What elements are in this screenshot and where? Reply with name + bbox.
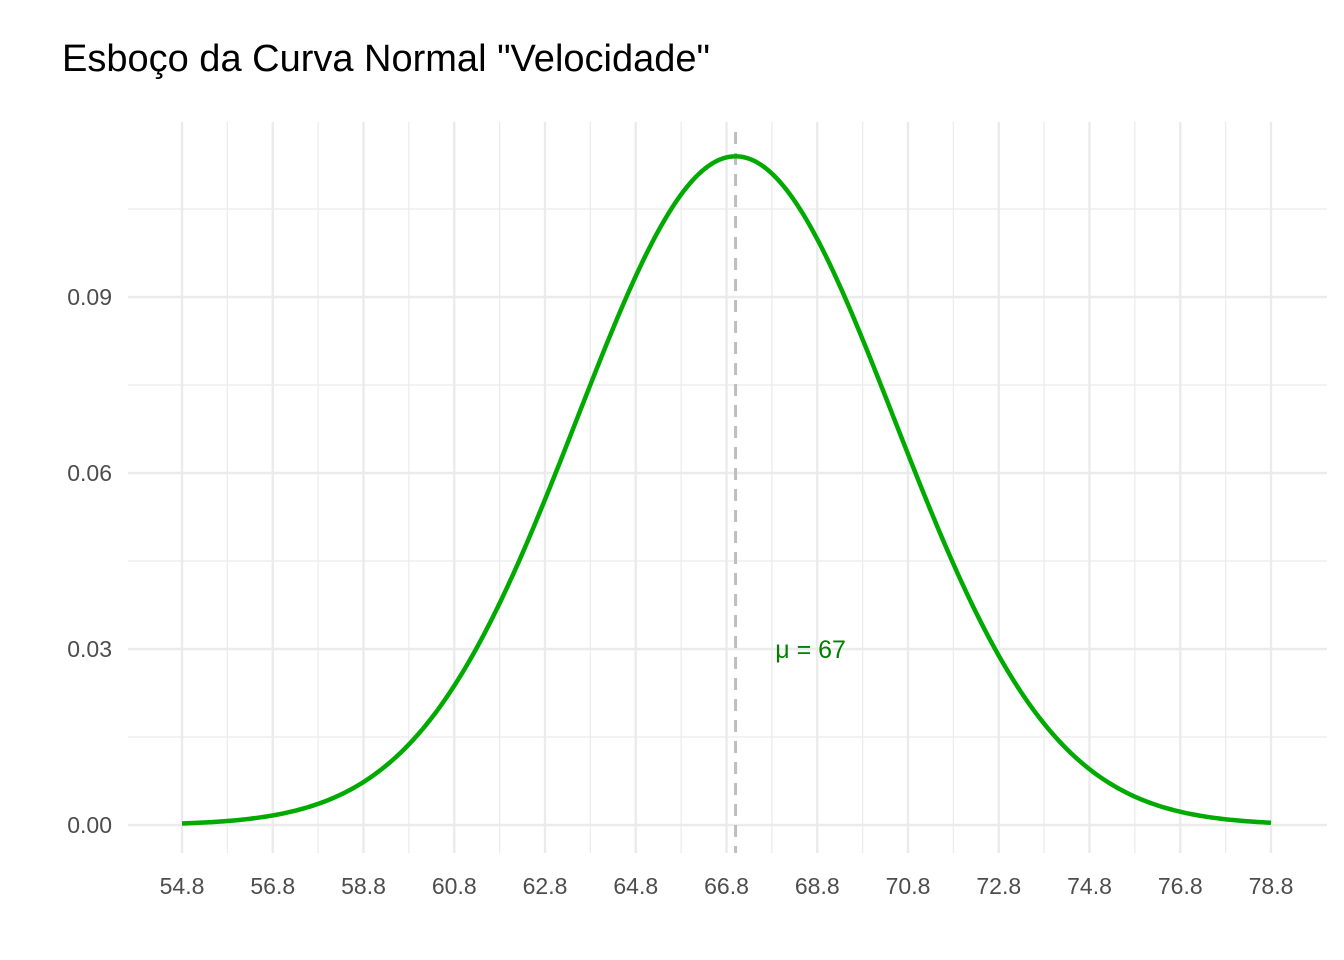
- x-tick-label: 54.8: [160, 873, 205, 899]
- x-tick-label: 78.8: [1249, 873, 1294, 899]
- y-axis-tick-labels: 0.00 0.03 0.06 0.09: [67, 284, 112, 838]
- y-tick-label: 0.00: [67, 812, 112, 838]
- x-axis-tick-labels: 54.8 56.8 58.8 60.8 62.8 64.8 66.8 68.8 70.8 72.8…: [160, 873, 1294, 899]
- mean-annotation: μ = 67: [775, 636, 846, 664]
- y-tick-label: 0.06: [67, 460, 112, 486]
- x-tick-label: 58.8: [341, 873, 386, 899]
- chart-title: Esboço da Curva Normal "Velocidade": [62, 38, 710, 80]
- major-gridlines: [128, 122, 1327, 853]
- x-tick-label: 68.8: [795, 873, 840, 899]
- x-tick-label: 56.8: [250, 873, 295, 899]
- density-curve: [181, 154, 1272, 826]
- x-tick-label: 70.8: [886, 873, 931, 899]
- y-tick-label: 0.03: [67, 636, 112, 662]
- y-tick-label: 0.09: [67, 284, 112, 310]
- x-tick-label: 60.8: [432, 873, 477, 899]
- x-tick-label: 62.8: [523, 873, 568, 899]
- x-tick-label: 66.8: [704, 873, 749, 899]
- x-tick-label: 72.8: [976, 873, 1021, 899]
- x-tick-label: 64.8: [613, 873, 658, 899]
- x-tick-label: 76.8: [1158, 873, 1203, 899]
- x-tick-label: 74.8: [1067, 873, 1112, 899]
